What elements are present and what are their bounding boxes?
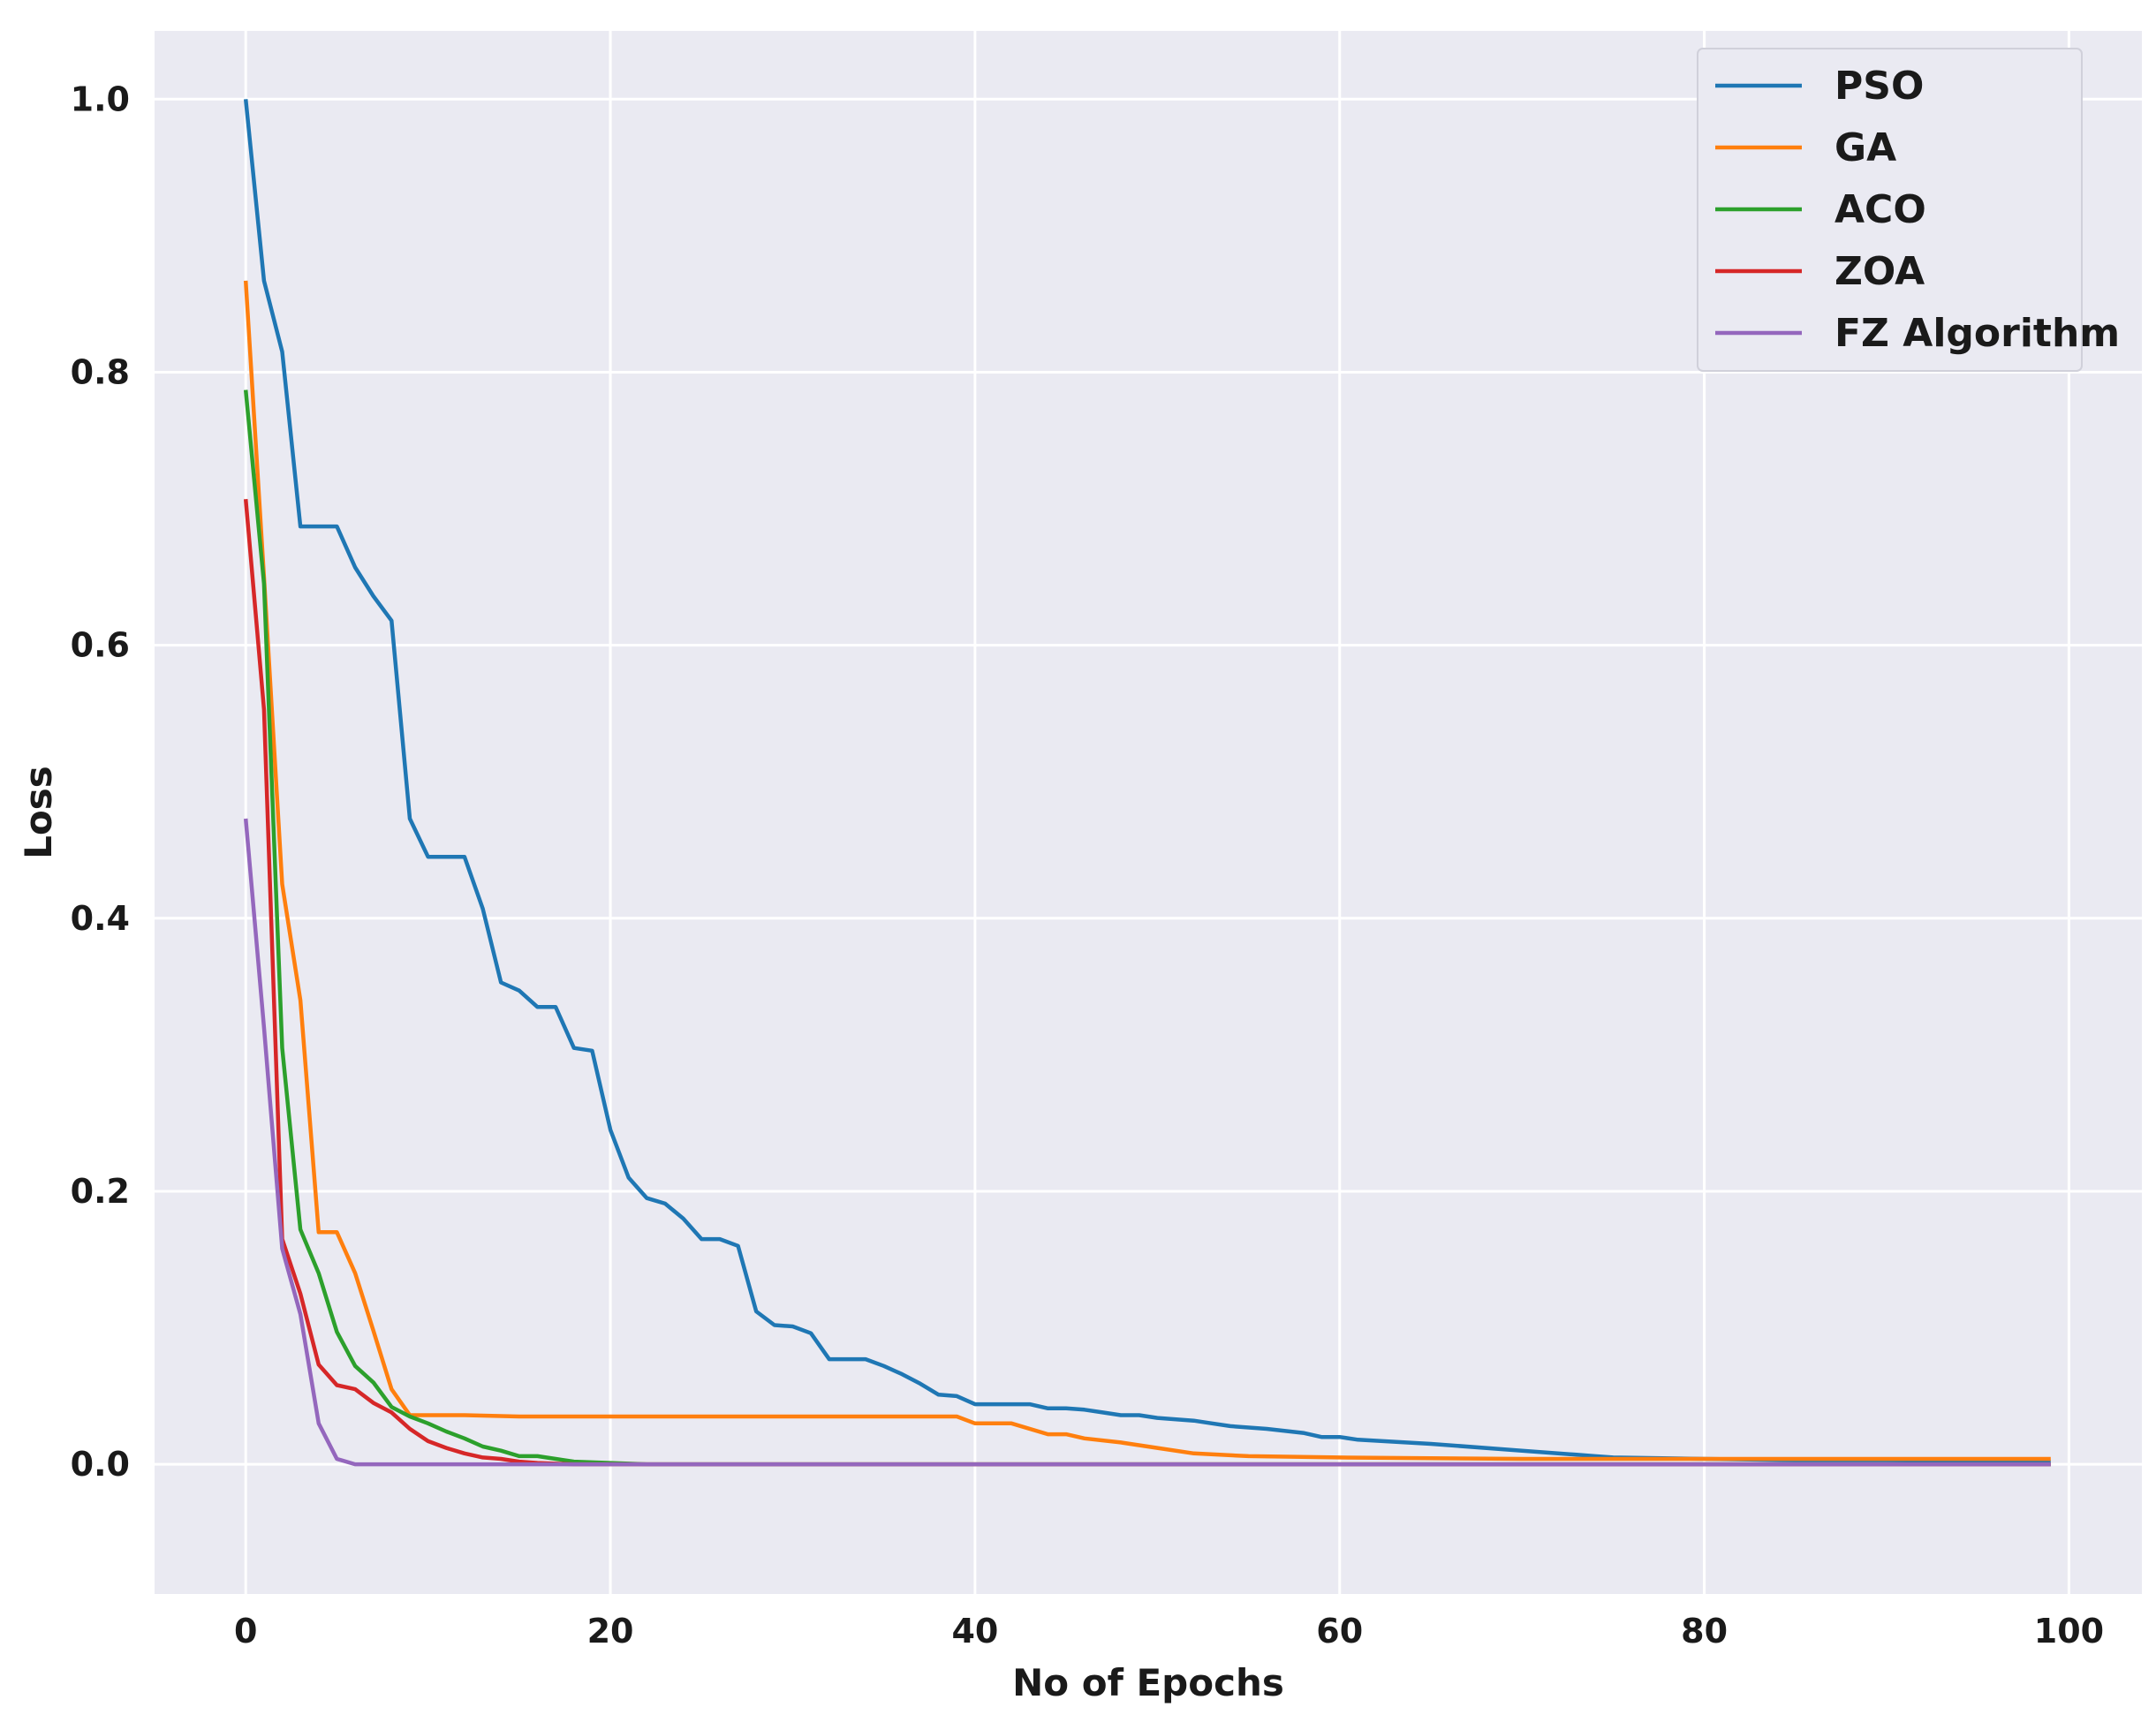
y-tick-label: 0.2 [71,1172,130,1211]
legend-label: FZ Algorithm [1834,311,2120,356]
series-line-zoa [243,499,2051,1467]
y-tick-label: 0.4 [71,899,130,938]
x-tick-label: 100 [2034,1612,2104,1651]
y-axis-label: Loss [17,766,60,859]
legend-box [1697,48,2083,372]
x-tick-label: 60 [1316,1612,1363,1651]
x-tick-label: 80 [1681,1612,1728,1651]
series-line-ga [243,280,2051,1462]
x-tick-label: 0 [234,1612,257,1651]
tick-labels: 0 20 40 60 80 100 0.0 0.2 0.4 0.6 0.8 1.0 [71,79,2104,1651]
x-tick-label: 20 [587,1612,634,1651]
x-axis-label: No of Epochs [1012,1661,1284,1704]
y-tick-label: 0.0 [71,1445,130,1484]
y-tick-label: 0.8 [71,352,130,391]
series-line-fz-algorithm [243,818,2051,1467]
legend: PSO GA ACO ZOA FZ Algorithm [1697,48,2120,372]
x-tick-label: 40 [951,1612,998,1651]
y-tick-label: 1.0 [71,79,130,118]
legend-label: ZOA [1834,249,1925,294]
series-lines [243,99,2051,1467]
legend-label: ACO [1834,187,1926,232]
series-line-aco [243,389,2051,1467]
legend-label: PSO [1834,64,1924,109]
series-line-pso [243,99,2051,1464]
legend-label: GA [1834,125,1896,170]
y-tick-label: 0.6 [71,626,130,665]
